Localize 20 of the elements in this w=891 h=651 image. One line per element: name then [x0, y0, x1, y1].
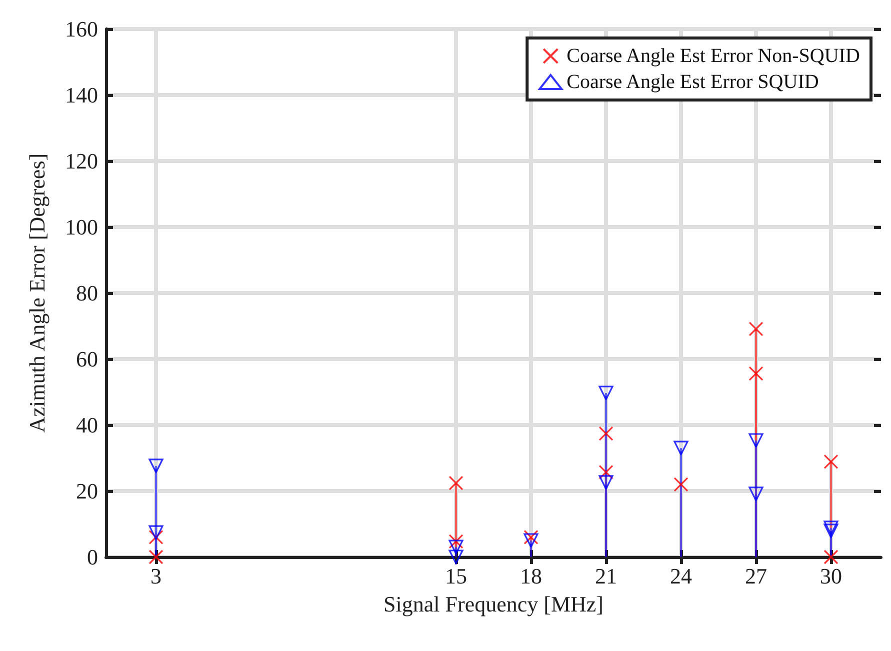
y-tick-label: 0 — [87, 544, 98, 570]
y-tick-label: 60 — [76, 346, 98, 372]
x-tick-label: 15 — [445, 564, 467, 588]
x-tick-label: 21 — [595, 564, 617, 588]
y-tick-label: 40 — [76, 412, 98, 438]
y-tick-label: 140 — [65, 82, 98, 108]
x-tick-label: 24 — [670, 564, 692, 588]
x-tick-label: 3 — [150, 564, 162, 588]
x-tick-label: 30 — [820, 564, 842, 588]
x-axis-title: Signal Frequency [MHz] — [384, 592, 604, 616]
y-tick-label: 20 — [76, 478, 98, 504]
y-tick-label: 100 — [65, 214, 98, 240]
legend-label: Coarse Angle Est Error Non-SQUID — [566, 45, 860, 67]
x-tick-label: 18 — [520, 564, 542, 588]
y-axis-title: Azimuth Angle Error [Degrees] — [24, 153, 50, 433]
y-tick-label: 80 — [76, 280, 98, 306]
legend-label: Coarse Angle Est Error SQUID — [566, 71, 819, 93]
y-tick-label: 160 — [65, 16, 98, 42]
x-tick-label: 27 — [745, 564, 767, 588]
y-tick-label: 120 — [65, 148, 98, 174]
